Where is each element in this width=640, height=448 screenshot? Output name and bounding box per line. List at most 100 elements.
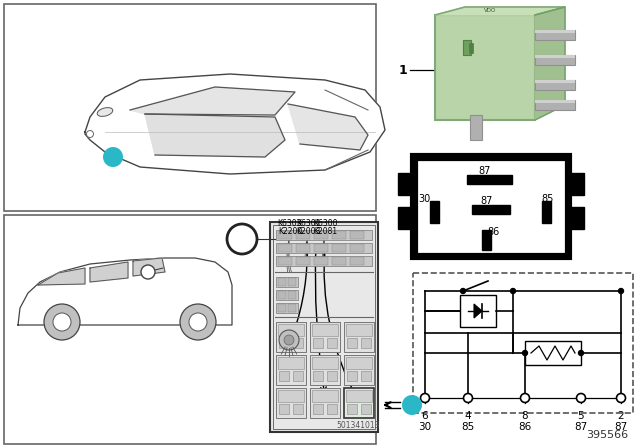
- Bar: [270, 222, 378, 432]
- Bar: [346, 357, 372, 369]
- Text: 30: 30: [419, 422, 431, 432]
- Bar: [276, 290, 298, 300]
- Bar: [361, 404, 371, 414]
- Circle shape: [279, 330, 299, 350]
- Circle shape: [53, 313, 71, 331]
- Bar: [525, 341, 581, 365]
- Bar: [398, 207, 412, 229]
- Bar: [310, 388, 340, 418]
- Circle shape: [420, 393, 429, 402]
- Bar: [347, 404, 357, 414]
- Polygon shape: [85, 74, 385, 174]
- Bar: [288, 278, 296, 286]
- Bar: [347, 338, 357, 348]
- Text: 3: 3: [237, 232, 247, 246]
- Bar: [350, 257, 364, 265]
- Bar: [347, 371, 357, 381]
- Bar: [313, 338, 323, 348]
- Circle shape: [141, 265, 155, 279]
- Bar: [542, 201, 551, 223]
- Bar: [312, 324, 338, 336]
- Circle shape: [227, 224, 257, 254]
- Bar: [412, 155, 570, 258]
- Bar: [278, 278, 286, 286]
- Polygon shape: [288, 104, 368, 150]
- Bar: [296, 257, 310, 265]
- Bar: [4, 215, 376, 444]
- Polygon shape: [130, 87, 295, 115]
- Text: 87: 87: [481, 196, 493, 206]
- Bar: [344, 322, 374, 352]
- Circle shape: [577, 393, 586, 402]
- Polygon shape: [38, 268, 85, 285]
- Text: 3: 3: [145, 267, 150, 276]
- Circle shape: [86, 130, 93, 138]
- Bar: [535, 55, 575, 65]
- Text: 87: 87: [614, 422, 628, 432]
- Text: 395566: 395566: [586, 430, 628, 440]
- Bar: [276, 256, 372, 266]
- Polygon shape: [90, 262, 128, 282]
- Text: K2003: K2003: [296, 227, 320, 236]
- Text: VDO: VDO: [484, 9, 496, 13]
- Bar: [278, 304, 286, 312]
- Bar: [344, 355, 374, 385]
- Bar: [288, 291, 296, 299]
- Bar: [278, 231, 292, 239]
- Bar: [279, 371, 289, 381]
- Circle shape: [616, 393, 625, 402]
- Bar: [435, 15, 535, 120]
- Bar: [278, 291, 286, 299]
- Bar: [310, 355, 340, 385]
- Polygon shape: [435, 7, 565, 15]
- Bar: [327, 371, 337, 381]
- Bar: [276, 243, 372, 253]
- Text: 5: 5: [578, 411, 584, 421]
- Text: 87: 87: [574, 422, 588, 432]
- Bar: [276, 388, 306, 418]
- Ellipse shape: [97, 108, 113, 116]
- Bar: [276, 355, 306, 385]
- Bar: [293, 371, 303, 381]
- Bar: [570, 207, 584, 229]
- Bar: [535, 30, 575, 40]
- Bar: [398, 173, 412, 195]
- Bar: [276, 322, 306, 352]
- Text: 1: 1: [399, 64, 408, 77]
- Bar: [4, 4, 376, 211]
- Circle shape: [180, 304, 216, 340]
- Circle shape: [189, 313, 207, 331]
- Circle shape: [579, 350, 584, 356]
- Bar: [276, 277, 298, 287]
- Text: K2200: K2200: [278, 227, 302, 236]
- Text: 86: 86: [518, 422, 532, 432]
- Bar: [332, 257, 346, 265]
- Bar: [312, 390, 338, 402]
- Bar: [430, 201, 439, 223]
- Bar: [276, 303, 298, 313]
- Text: 85: 85: [461, 422, 475, 432]
- Bar: [296, 244, 310, 252]
- Bar: [535, 30, 575, 33]
- Bar: [413, 273, 633, 413]
- Text: 1: 1: [408, 400, 416, 410]
- Bar: [535, 80, 575, 83]
- Circle shape: [461, 289, 465, 293]
- Bar: [314, 231, 328, 239]
- Bar: [278, 324, 304, 336]
- Bar: [327, 404, 337, 414]
- Text: 30: 30: [418, 194, 430, 204]
- Text: 1: 1: [109, 152, 117, 162]
- Bar: [361, 338, 371, 348]
- Text: 501341013: 501341013: [336, 422, 380, 431]
- Bar: [314, 244, 328, 252]
- Bar: [535, 55, 575, 58]
- Bar: [463, 40, 471, 55]
- Bar: [350, 231, 364, 239]
- Circle shape: [618, 289, 623, 293]
- Bar: [460, 295, 496, 327]
- Text: 4: 4: [465, 411, 471, 421]
- Bar: [288, 304, 296, 312]
- Bar: [279, 404, 289, 414]
- Bar: [346, 324, 372, 336]
